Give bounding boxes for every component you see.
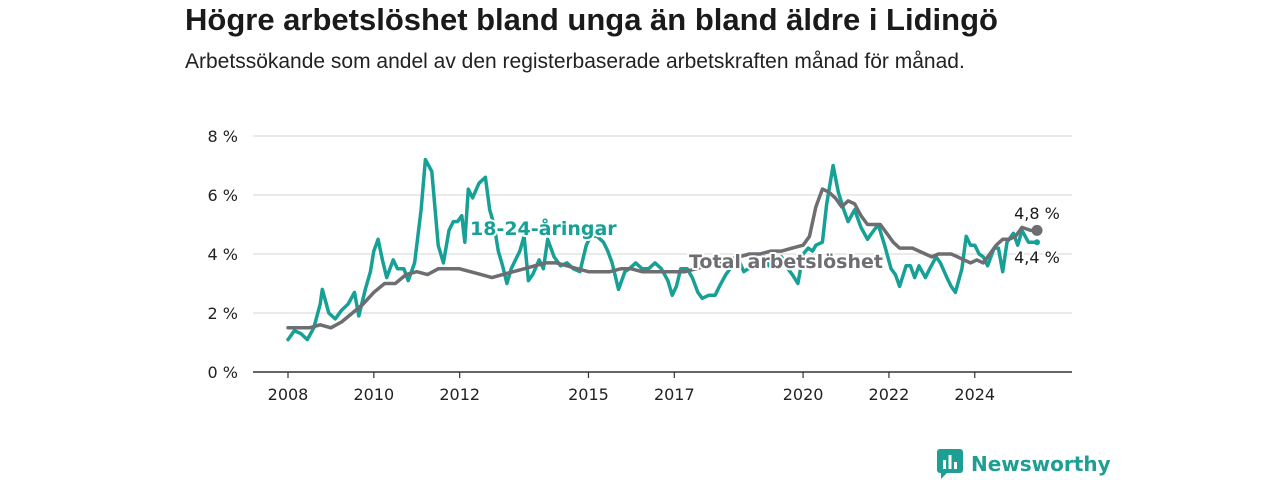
newsworthy-logo: Newsworthy [937, 449, 1111, 479]
x-tick-label: 2022 [869, 385, 910, 404]
x-axis-ticks: 2008 2010 2012 2015 2017 2020 2022 2024 [268, 372, 995, 404]
x-tick-label: 2015 [568, 385, 609, 404]
youth-end-value: 4,4 % [1014, 248, 1060, 267]
youth-series-label: 18-24-åringar [470, 216, 617, 240]
total-unemployment-line [286, 187, 1039, 330]
line-chart: 0 % 2 % 4 % 6 % 8 % 2008 2010 2012 2015 2017 2020… [208, 127, 1072, 404]
x-tick-label: 2024 [954, 385, 995, 404]
series-layer [286, 157, 1043, 342]
brand-name: Newsworthy [971, 452, 1111, 476]
y-tick-label: 2 % [208, 304, 238, 323]
total-end-value: 4,8 % [1014, 204, 1060, 223]
chart-title: Högre arbetslöshet bland unga än bland ä… [185, 2, 998, 37]
y-axis-ticks: 0 % 2 % 4 % 6 % 8 % [208, 127, 238, 382]
youth-end-marker [1034, 239, 1040, 246]
x-tick-label: 2010 [353, 385, 394, 404]
x-tick-label: 2012 [439, 385, 480, 404]
y-tick-label: 4 % [208, 245, 238, 264]
x-tick-label: 2008 [268, 385, 309, 404]
label-layer: 4,8 % 4,4 % 18-24-åringar Total arbetslöshe… [468, 202, 1062, 275]
bar-chart-logo-icon [937, 449, 963, 479]
grid-lines [253, 135, 1072, 314]
y-tick-label: 0 % [208, 363, 238, 382]
y-tick-label: 8 % [208, 127, 238, 146]
chart-subtitle: Arbetssökande som andel av den registerb… [185, 50, 965, 73]
total-end-marker [1031, 224, 1043, 236]
x-tick-label: 2020 [783, 385, 824, 404]
y-tick-label: 6 % [208, 186, 238, 205]
youth-unemployment-line [286, 157, 1039, 342]
total-series-label: Total arbetslöshet [689, 251, 883, 273]
x-tick-label: 2017 [654, 385, 695, 404]
